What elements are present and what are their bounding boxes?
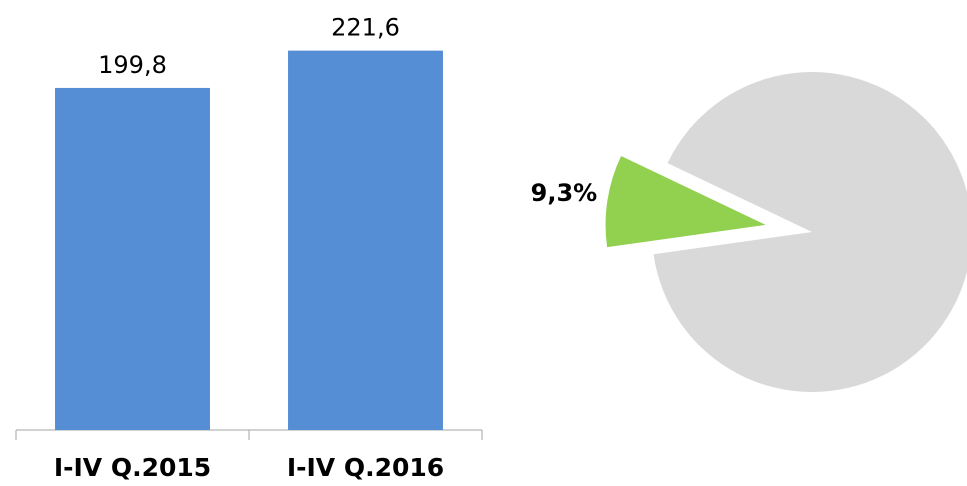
pie-label: 9,3% [531,179,598,207]
bar [288,50,443,431]
pie-slice [605,156,766,248]
value-label: 199,8 [98,51,167,79]
x-tick-label: I-IV Q.2016 [287,453,444,482]
x-tick-label: I-IV Q.2015 [54,453,211,482]
pie-slice [653,72,967,392]
bar [55,87,210,431]
value-label: 221,6 [331,14,400,42]
